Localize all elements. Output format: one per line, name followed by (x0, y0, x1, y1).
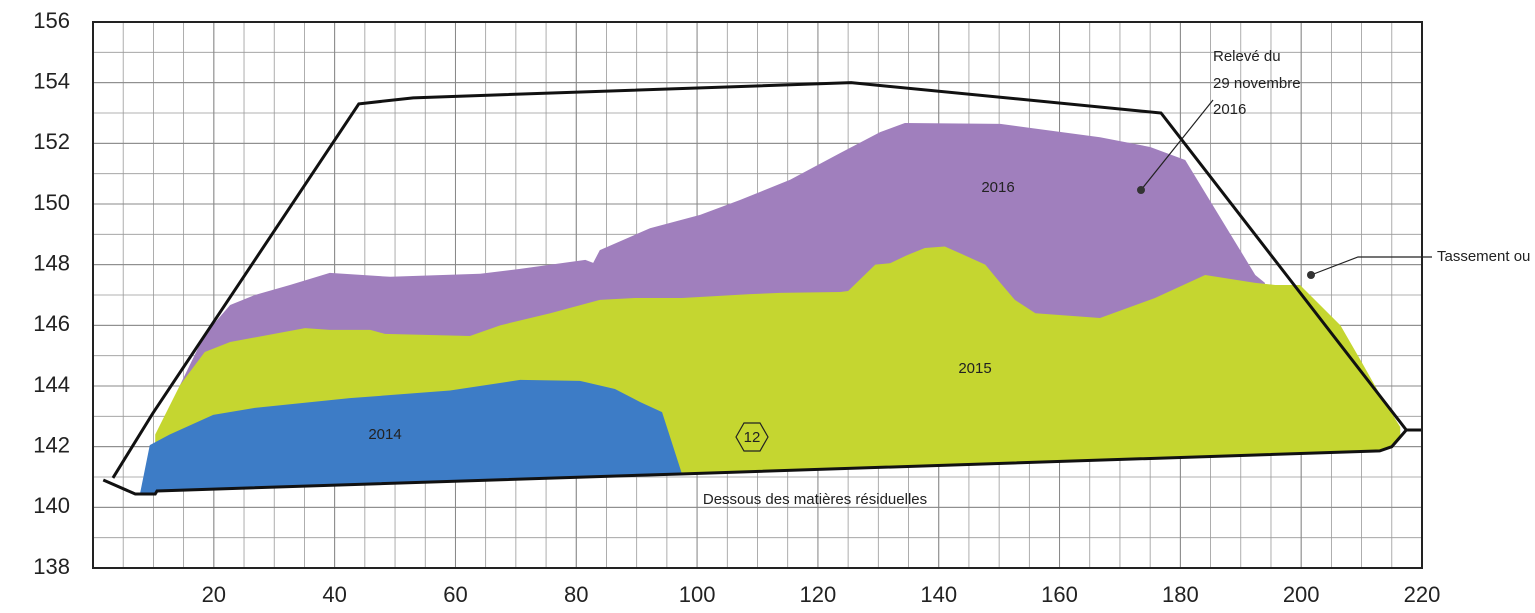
lines (102, 81, 1422, 496)
x-tick-label: 80 (564, 582, 588, 607)
y-tick-label: 138 (33, 554, 70, 579)
leader-dot (1307, 271, 1315, 279)
leader-dot (1137, 186, 1145, 194)
y-tick-label: 142 (33, 432, 70, 457)
area-label: 2015 (958, 360, 991, 377)
y-tick-label: 144 (33, 372, 70, 397)
annotation: 29 novembre (1213, 75, 1301, 92)
area (140, 379, 682, 494)
hexagon (735, 422, 769, 452)
annotation: 2016 (1213, 101, 1246, 118)
y-tick-label: 140 (33, 493, 70, 518)
y-tick-label: 146 (33, 311, 70, 336)
annotation: Relevé du (1213, 48, 1281, 65)
y-tick-label: 156 (33, 8, 70, 33)
y-tick-label: 154 (33, 68, 70, 93)
annotation: Tassement ou déblai (1437, 248, 1535, 265)
envelope-line (111, 81, 1422, 479)
x-tick-label: 20 (202, 582, 226, 607)
x-tick-label: 140 (920, 582, 957, 607)
x-tick-label: 100 (679, 582, 716, 607)
plot-frame (92, 21, 1423, 569)
x-tick-label: 220 (1404, 582, 1441, 607)
x-tick-label: 120 (800, 582, 837, 607)
area-label: 2016 (981, 179, 1014, 196)
x-tick-label: 180 (1162, 582, 1199, 607)
annotation: 12 (744, 429, 761, 446)
leader (1310, 256, 1432, 276)
x-tick-label: 200 (1283, 582, 1320, 607)
x-tick-label: 160 (1041, 582, 1078, 607)
bottom-line (102, 428, 1408, 496)
leader (1140, 99, 1214, 191)
area-label: 2014 (368, 426, 401, 443)
y-tick-label: 150 (33, 190, 70, 215)
y-tick-label: 148 (33, 250, 70, 275)
y-tick-label: 152 (33, 129, 70, 154)
bottom-label: Dessous des matières résiduelles (703, 491, 927, 508)
x-tick-label: 60 (443, 582, 467, 607)
x-tick-label: 40 (322, 582, 346, 607)
